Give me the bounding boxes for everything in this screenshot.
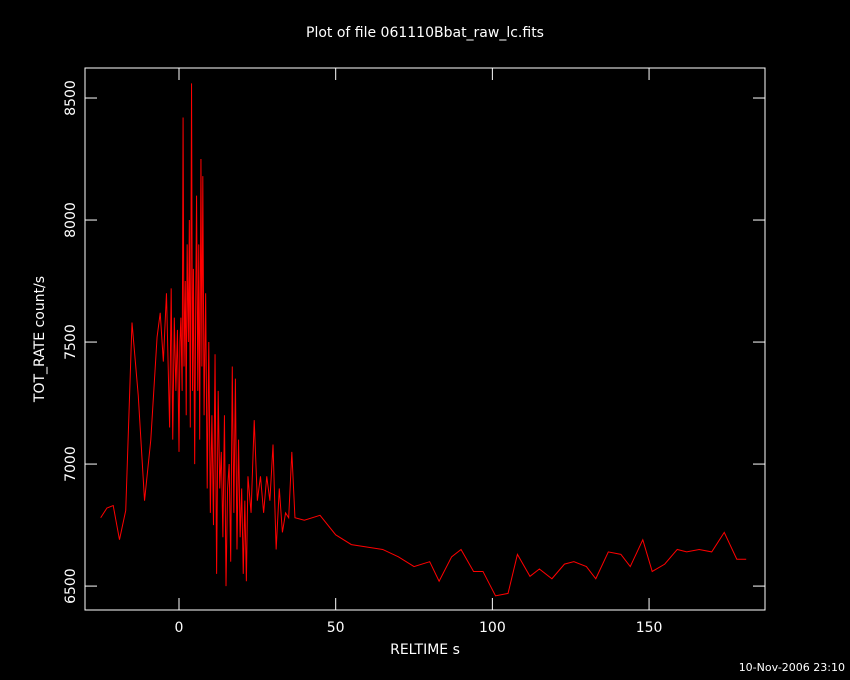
y-tick-label: 6500: [63, 568, 79, 604]
x-tick-label: 50: [327, 620, 345, 636]
x-tick-label: 100: [479, 620, 506, 636]
y-axis-label: TOT_RATE count/s: [32, 276, 48, 403]
y-tick-label: 8500: [63, 80, 79, 116]
data-line: [100, 83, 747, 597]
y-tick-label: 8000: [63, 202, 79, 238]
y-tick-label: 7500: [63, 324, 79, 360]
chart-title: Plot of file 061110Bbat_raw_lc.fits: [306, 25, 544, 41]
footer: 10-Nov-2006 23:10: [739, 661, 845, 674]
x-tick-label: 0: [175, 620, 184, 636]
plot-frame: [84, 67, 766, 611]
x-tick-label: 150: [636, 620, 663, 636]
y-tick-label: 7000: [63, 446, 79, 482]
x-axis-label: RELTIME s: [390, 642, 460, 658]
